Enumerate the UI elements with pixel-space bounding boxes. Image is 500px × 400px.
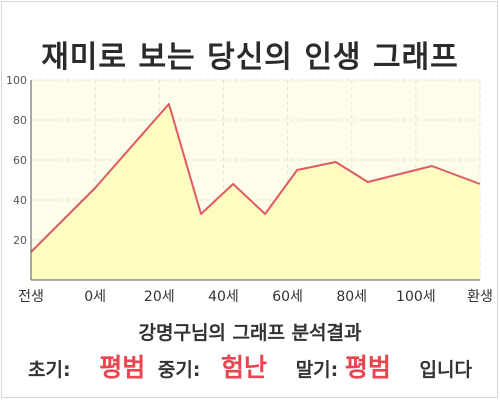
middle-verdict: 험난 xyxy=(221,353,268,382)
page-title: 재미로 보는 당신의 인생 그래프 xyxy=(41,40,459,75)
y-tick-label: 100 xyxy=(6,74,27,87)
result-heading: 강명구님의 그래프 분석결과 xyxy=(138,322,362,344)
x-tick-label: 80세 xyxy=(336,289,367,305)
y-tick-label: 20 xyxy=(13,234,27,247)
x-tick-label: 20세 xyxy=(144,289,175,305)
early-label: 초기: xyxy=(28,359,71,381)
y-tick-label: 80 xyxy=(13,114,27,127)
x-tick-label: 0세 xyxy=(84,289,106,305)
life-line xyxy=(30,103,481,253)
result-suffix: 입니다 xyxy=(419,359,472,381)
late-verdict: 평범 xyxy=(344,353,391,382)
y-tick-label: 60 xyxy=(13,154,27,167)
middle-label: 중기: xyxy=(157,359,201,381)
y-tick-label: 40 xyxy=(13,194,27,207)
x-tick-label: 100세 xyxy=(396,289,436,305)
result-summary: 초기: 평범 중기: 험난 말기: 평범 입니다 xyxy=(0,348,500,384)
x-tick-label: 60세 xyxy=(272,289,303,305)
x-tick-label: 40세 xyxy=(208,289,239,305)
x-tick-label: 환생 xyxy=(467,289,493,305)
life-area-fill xyxy=(31,104,480,280)
x-tick-label: 전생 xyxy=(18,289,44,305)
early-verdict: 평범 xyxy=(99,353,146,382)
late-label: 말기: xyxy=(295,359,339,381)
